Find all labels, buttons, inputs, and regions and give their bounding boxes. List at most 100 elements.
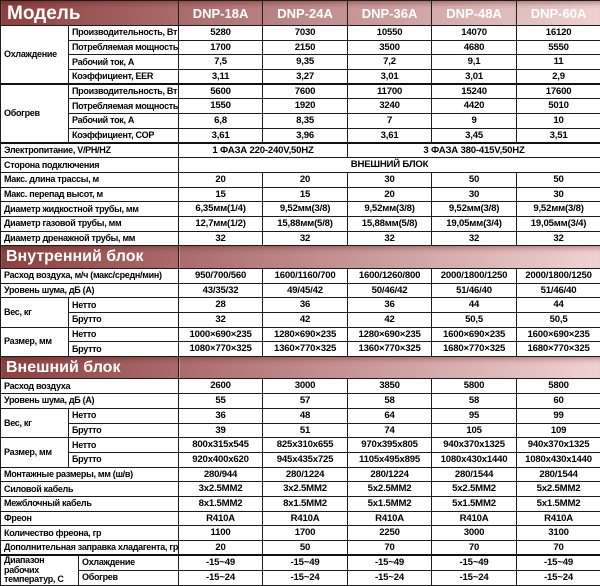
- value-cell: 44: [517, 298, 600, 313]
- value-cell: 920x400x620: [179, 452, 263, 467]
- row-sublabel: Рабочий ток, А: [69, 55, 179, 70]
- value-cell: 14070: [432, 26, 517, 41]
- value-cell: -15~24: [517, 570, 600, 585]
- value-cell: 280/1544: [432, 467, 517, 482]
- value-cell: 5x2.5MM2: [517, 482, 600, 497]
- value-cell: 70: [432, 541, 517, 556]
- value-cell: 95: [432, 408, 517, 423]
- value-cell: 3240: [348, 99, 432, 114]
- column-header: DNP-36A: [348, 1, 432, 26]
- section-spacer: [179, 356, 600, 379]
- value-cell: 1 ФАЗА 220-240V,50HZ: [179, 143, 348, 158]
- value-cell: -15~24: [432, 570, 517, 585]
- value-cell: 20: [263, 172, 348, 187]
- row-sublabel: Брутто: [69, 312, 179, 327]
- value-cell: 1700: [179, 40, 263, 55]
- value-cell: 1600×690×235: [432, 327, 517, 342]
- value-cell: 5x1.5MM2: [432, 496, 517, 511]
- value-cell: 9: [432, 114, 517, 129]
- value-cell: 50,5: [517, 312, 600, 327]
- value-cell: 70: [517, 541, 600, 556]
- value-cell: 1080x430x1440: [432, 452, 517, 467]
- value-cell: 32: [263, 231, 348, 246]
- group-label: Размер, мм: [1, 438, 69, 467]
- model-header-label: Модель: [1, 1, 179, 26]
- value-cell: 36: [263, 298, 348, 313]
- value-cell: 280/1224: [263, 467, 348, 482]
- value-cell: 39: [179, 423, 263, 438]
- value-cell: -15~49: [179, 555, 263, 570]
- value-cell: 16120: [517, 26, 600, 41]
- group-label: Диапазон рабочих температур, С: [1, 555, 79, 585]
- value-cell: -15~49: [348, 555, 432, 570]
- value-cell: 32: [517, 231, 600, 246]
- value-cell: 1920: [263, 99, 348, 114]
- row-sublabel: Рабочий ток, А: [69, 114, 179, 129]
- value-cell: 1680×770×325: [432, 342, 517, 357]
- value-cell: 11: [517, 55, 600, 70]
- row-label: Макс. перепад высот, м: [1, 187, 179, 202]
- value-cell: 6,8: [179, 114, 263, 129]
- value-cell: 5550: [517, 40, 600, 55]
- value-cell: 5x2.5MM2: [348, 482, 432, 497]
- group-label: Охлаждение: [1, 26, 69, 85]
- value-cell: 11700: [348, 84, 432, 99]
- value-cell: 32: [432, 231, 517, 246]
- value-cell: 3,61: [348, 128, 432, 143]
- value-cell: -15~24: [179, 570, 263, 585]
- table-row: Обогрев-15~24-15~24-15~24-15~24-15~24: [1, 570, 600, 585]
- value-cell: 17600: [517, 84, 600, 99]
- value-cell: 99: [517, 408, 600, 423]
- value-cell: 3850: [348, 379, 432, 394]
- value-cell: 1000×690×235: [179, 327, 263, 342]
- value-cell: 1360×770×325: [263, 342, 348, 357]
- value-cell: 55: [179, 394, 263, 409]
- value-cell: 19,05мм(3/4): [517, 216, 600, 231]
- value-cell: 1680×770×325: [517, 342, 600, 357]
- value-cell: 9,52мм(3/8): [517, 202, 600, 217]
- row-sublabel: Брутто: [69, 342, 179, 357]
- value-cell: 3,61: [179, 128, 263, 143]
- value-cell: 105: [432, 423, 517, 438]
- value-cell: 4680: [432, 40, 517, 55]
- group-label: Вес, кг: [1, 298, 69, 327]
- value-cell: 28: [179, 298, 263, 313]
- value-cell: 50,5: [432, 312, 517, 327]
- value-cell: 58: [432, 394, 517, 409]
- value-cell: 3100: [517, 526, 600, 541]
- value-cell: 60: [517, 394, 600, 409]
- value-cell: R410A: [263, 511, 348, 526]
- row-sublabel: Коэффициент, COP: [69, 128, 179, 143]
- value-cell: 1600/1160/700: [263, 268, 348, 283]
- value-cell: 57: [263, 394, 348, 409]
- value-cell: 3 ФАЗА 380-415V,50HZ: [348, 143, 600, 158]
- value-cell: -15~49: [432, 555, 517, 570]
- row-sublabel: Нетто: [69, 438, 179, 453]
- value-cell: 2,9: [517, 70, 600, 85]
- value-cell: 5600: [179, 84, 263, 99]
- value-cell: 280/944: [179, 467, 263, 482]
- row-label: Диаметр жидкостной трубы, мм: [1, 202, 179, 217]
- column-header: DNP-48A: [432, 1, 517, 26]
- value-cell: 3,01: [432, 70, 517, 85]
- section-title: Внутренний блок: [1, 246, 179, 269]
- row-label: Межблочный кабель: [1, 496, 179, 511]
- section-spacer: [179, 246, 600, 269]
- value-cell: 3x2.5MM2: [179, 482, 263, 497]
- row-sublabel: Обогрев: [79, 570, 179, 585]
- value-cell: 6,35мм(1/4): [179, 202, 263, 217]
- value-cell: 42: [263, 312, 348, 327]
